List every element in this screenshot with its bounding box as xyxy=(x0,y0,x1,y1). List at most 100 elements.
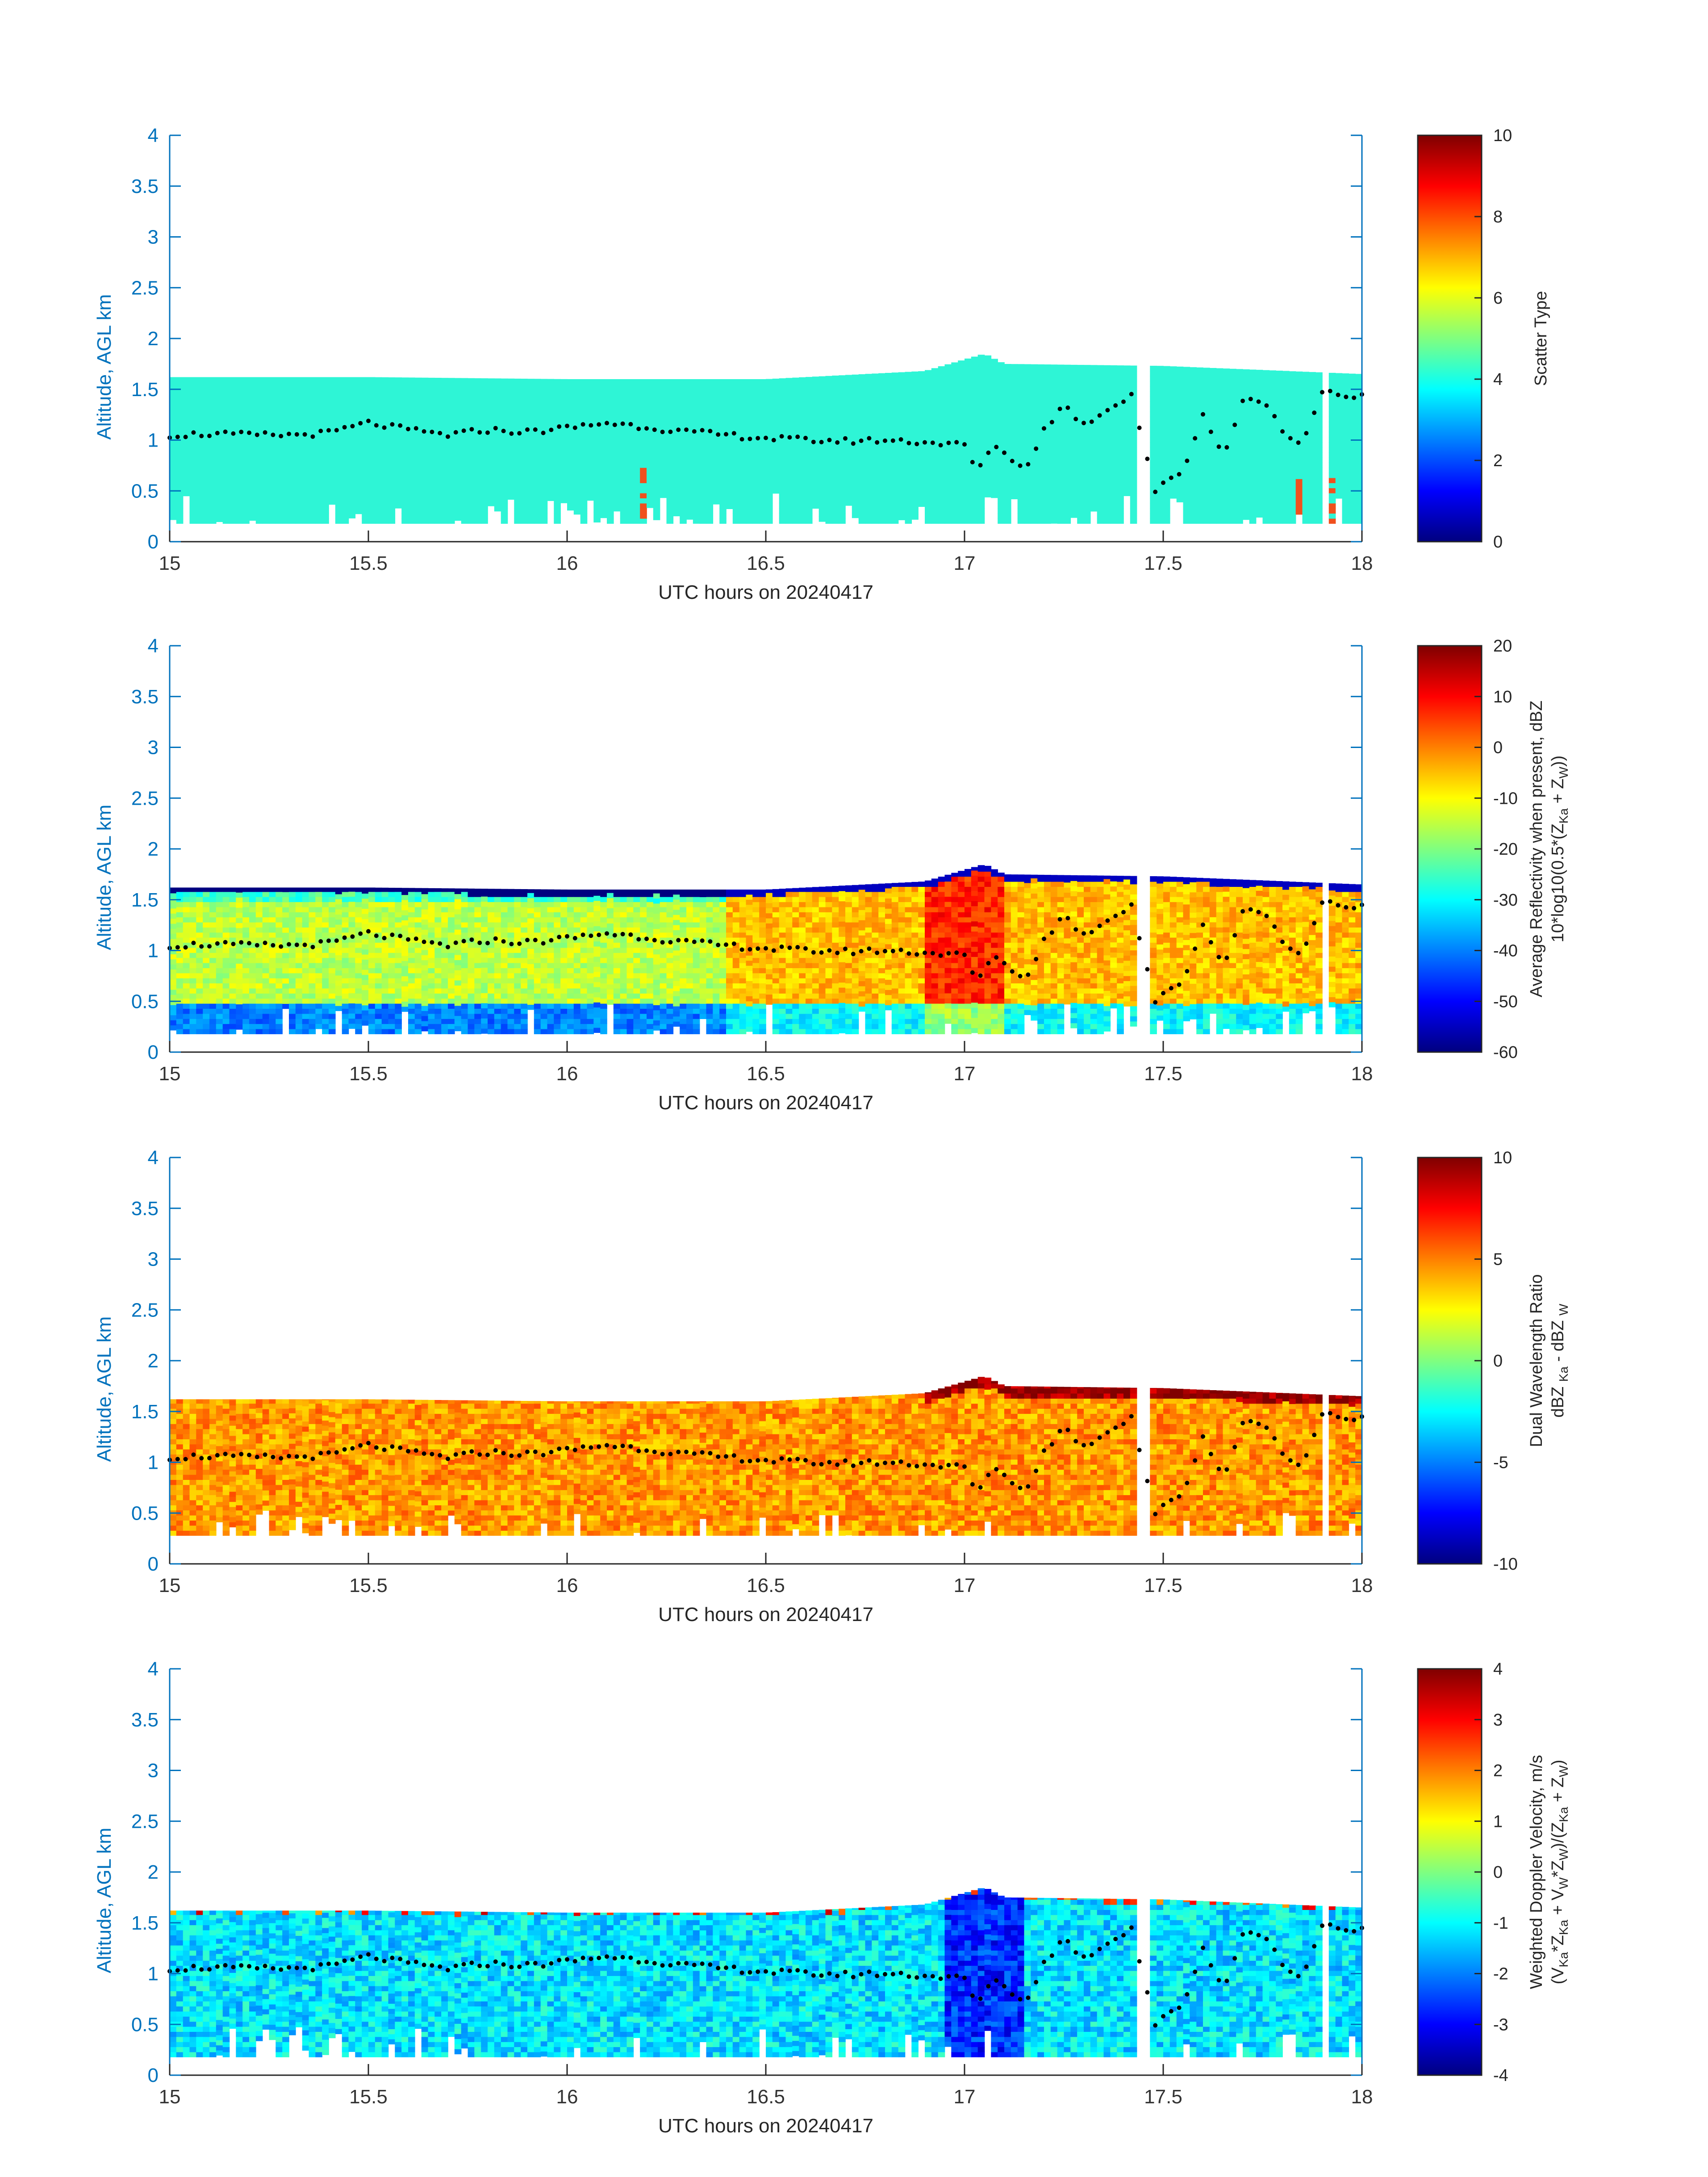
heatmap-cell xyxy=(289,452,296,458)
heatmap-cell xyxy=(865,411,873,417)
heatmap-cell xyxy=(1216,422,1224,427)
heatmap-cell xyxy=(938,477,945,483)
heatmap-cell xyxy=(1229,401,1236,407)
heatmap-cell xyxy=(388,401,396,407)
heatmap-cell xyxy=(600,513,607,518)
heatmap-cell xyxy=(1203,483,1210,489)
heatmap-cell xyxy=(819,409,826,415)
heatmap-cell xyxy=(600,411,607,417)
heatmap-cell xyxy=(998,477,1005,483)
heatmap-cell xyxy=(812,386,819,392)
heatmap-cell xyxy=(229,411,237,417)
heatmap-cell xyxy=(812,472,819,478)
heatmap-cell xyxy=(1295,377,1303,383)
heatmap-cell xyxy=(1117,457,1124,463)
heatmap-cell xyxy=(1262,513,1270,519)
heatmap-cell xyxy=(262,513,270,519)
heatmap-cell xyxy=(620,381,627,387)
heatmap-cell xyxy=(1243,369,1250,373)
heatmap-cell xyxy=(1229,452,1236,458)
heatmap-cell xyxy=(640,472,647,478)
heatmap-cell xyxy=(1229,371,1236,376)
heatmap-cell xyxy=(1070,370,1077,376)
heatmap-cell xyxy=(845,424,852,430)
heatmap-cell xyxy=(587,464,594,470)
heatmap-cell xyxy=(1024,422,1031,427)
heatmap-cell xyxy=(1024,472,1031,478)
heatmap-cell xyxy=(196,462,203,468)
heatmap-cell xyxy=(819,376,826,380)
heatmap-cell xyxy=(1282,401,1290,407)
heatmap-cell xyxy=(898,474,906,480)
heatmap-cell xyxy=(951,508,958,514)
heatmap-cell xyxy=(1157,422,1164,427)
heatmap-cell xyxy=(236,472,243,478)
heatmap-cell xyxy=(1169,493,1177,499)
heatmap-cell xyxy=(414,518,422,524)
heatmap-cell xyxy=(872,462,879,468)
heatmap-cell xyxy=(428,472,435,478)
heatmap-cell xyxy=(1236,493,1243,498)
heatmap-cell xyxy=(209,457,217,463)
heatmap-cell xyxy=(468,513,475,519)
heatmap-cell xyxy=(1169,391,1177,397)
heatmap-cell xyxy=(958,432,965,438)
heatmap-cell xyxy=(494,378,501,380)
heatmap-cell xyxy=(1216,417,1224,422)
heatmap-cell xyxy=(1309,452,1316,458)
heatmap-cell xyxy=(1017,406,1025,412)
heatmap-cell xyxy=(289,493,296,498)
heatmap-cell xyxy=(229,493,237,498)
heatmap-cell xyxy=(448,391,455,397)
heatmap-cell xyxy=(984,481,992,487)
heatmap-cell xyxy=(1031,442,1038,448)
heatmap-cell xyxy=(441,417,448,422)
heatmap-cell xyxy=(832,472,839,478)
heatmap-cell xyxy=(845,490,852,496)
heatmap-cell xyxy=(878,442,885,448)
heatmap-cell xyxy=(732,391,740,397)
heatmap-cell xyxy=(640,518,647,524)
heatmap-cell xyxy=(342,406,349,412)
heatmap-cell xyxy=(355,503,362,509)
heatmap-cell xyxy=(295,417,303,422)
heatmap-cell xyxy=(693,381,700,387)
heatmap-cell xyxy=(1203,477,1210,483)
heatmap-cell xyxy=(660,472,667,478)
heatmap-cell xyxy=(653,413,660,419)
heatmap-cell xyxy=(534,467,541,473)
heatmap-cell xyxy=(1295,402,1303,408)
heatmap-cell xyxy=(1077,376,1084,382)
heatmap-cell xyxy=(905,493,912,498)
heatmap-cell xyxy=(1037,437,1044,443)
heatmap-cell xyxy=(527,467,535,473)
heatmap-cell xyxy=(282,472,289,478)
heatmap-cell xyxy=(1011,402,1018,408)
heatmap-cell xyxy=(1103,493,1111,498)
heatmap-cell xyxy=(262,381,270,387)
heatmap-cell xyxy=(329,484,336,490)
heatmap-cell xyxy=(925,447,932,453)
heatmap-cell xyxy=(898,418,906,424)
heatmap-cell xyxy=(951,447,958,453)
heatmap-cell xyxy=(1229,503,1236,509)
heatmap-cell xyxy=(501,381,508,387)
heatmap-cell xyxy=(965,411,972,417)
heatmap-cell xyxy=(276,462,283,468)
heatmap-cell xyxy=(302,406,309,412)
heatmap-cell xyxy=(567,449,574,455)
heatmap-cell xyxy=(381,452,389,458)
heatmap-cell xyxy=(1037,513,1044,519)
heatmap-cell xyxy=(944,376,952,382)
heatmap-cell xyxy=(732,442,740,448)
heatmap-cell xyxy=(196,467,203,473)
heatmap-cell xyxy=(1190,422,1197,427)
heatmap-cell xyxy=(1209,472,1217,478)
heatmap-cell xyxy=(911,448,919,454)
heatmap-cell xyxy=(567,429,574,435)
heatmap-cell xyxy=(865,498,873,504)
heatmap-cell xyxy=(845,464,852,470)
heatmap-cell xyxy=(713,468,720,474)
heatmap-cell xyxy=(262,396,270,402)
